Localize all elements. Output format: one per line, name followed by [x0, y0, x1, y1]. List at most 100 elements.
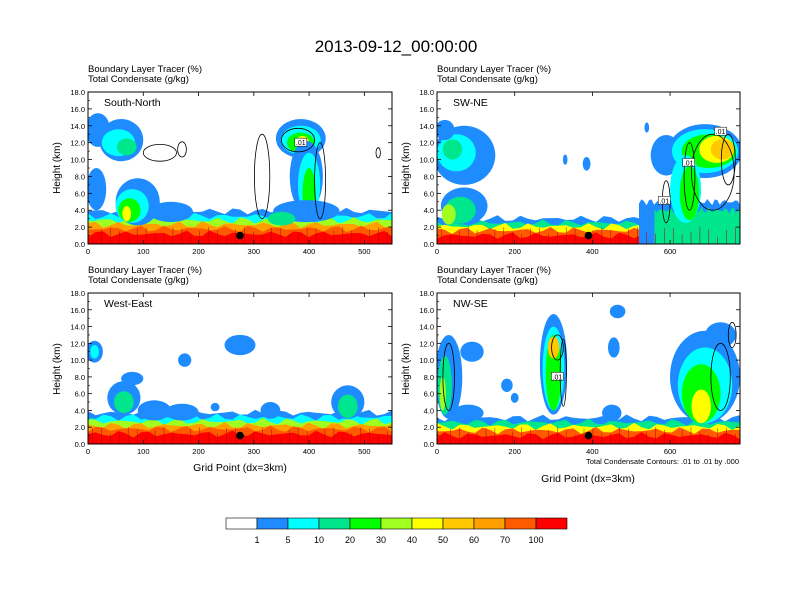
contour-label: .01 [294, 137, 308, 147]
tracer-cell-level-1 [705, 322, 737, 348]
contour-label-text: .01 [684, 160, 694, 167]
xtick-label: 600 [664, 447, 677, 456]
contour-label: .01 [658, 196, 671, 205]
ytick-label: 0.0 [75, 440, 85, 449]
ytick-label: 8.0 [424, 172, 434, 181]
ytick-label: 0.0 [424, 240, 434, 249]
tracer-cell-level-1 [121, 371, 144, 386]
colorbar-label: 40 [407, 535, 417, 545]
ytick-label: 10.0 [70, 156, 85, 165]
panel-1-heading-condensate: Total Condensate (g/kg) [88, 74, 189, 85]
panel-west-east: Boundary Layer Tracer (%) Total Condensa… [52, 265, 393, 474]
ytick-label: 18.0 [70, 289, 85, 298]
ytick-label: 10.0 [419, 356, 434, 365]
tracer-cell-level-7 [710, 139, 735, 160]
colorbar: 1 5 10 20 30 40 50 60 70 100 [225, 517, 568, 545]
ytick-label: 18.0 [419, 289, 434, 298]
xtick-label: 0 [86, 247, 90, 256]
ytick-label: 16.0 [70, 306, 85, 315]
ytick-label: 14.0 [419, 122, 434, 131]
condensate-contour [442, 342, 455, 411]
colorbar-swatch [473, 517, 506, 530]
tracer-cell-level-3 [442, 139, 463, 160]
tracer-cell-level-1 [148, 201, 193, 222]
condensate-contour [710, 342, 731, 411]
condensate-contour [551, 334, 564, 361]
tracer-cell-level-1 [460, 341, 484, 362]
colorbar-swatch [504, 517, 537, 530]
panel-3-xlabel: Grid Point (dx=3km) [193, 462, 287, 474]
tracer-cell-level-1 [452, 404, 484, 422]
ytick-label: 2.0 [75, 223, 85, 232]
panel-3-heading-condensate: Total Condensate (g/kg) [88, 275, 189, 286]
ytick-label: 2.0 [75, 423, 85, 432]
ytick-label: 14.0 [70, 323, 85, 332]
ytick-label: 10.0 [70, 356, 85, 365]
panel-4-label: NW-SE [453, 298, 488, 310]
ytick-label: 14.0 [70, 122, 85, 131]
tracer-cell-level-1 [608, 337, 620, 358]
colorbar-swatch [256, 517, 289, 530]
panel-1-heading-tracer: Boundary Layer Tracer (%) [88, 64, 202, 75]
condensate-contour [177, 141, 187, 158]
panel-3-plot: West-East 0.0 2.0 4.0 6.0 8.0 10.0 12.0 14.0 16.0… [70, 289, 393, 456]
ytick-label: 6.0 [424, 189, 434, 198]
contour-label-box [551, 372, 564, 381]
tracer-cell-level-1 [644, 122, 650, 133]
contour-label-box [682, 158, 695, 167]
tracer-cell-level-6 [691, 389, 711, 424]
colorbar-swatch [380, 517, 413, 530]
panel-1-ylabel: Height (km) [52, 142, 63, 194]
xtick-label: 300 [248, 447, 261, 456]
ytick-label: 16.0 [70, 105, 85, 114]
contour-label-text: .01 [296, 140, 306, 147]
location-marker [584, 231, 593, 240]
panel-2-ylabel: Height (km) [401, 142, 412, 194]
tracer-cell-level-1 [562, 154, 568, 165]
tracer-cell-level-3 [267, 211, 296, 226]
contour-label-box [714, 126, 727, 136]
contour-label-box [294, 137, 308, 147]
panel-2-plot: .01 .01 .01 SW-NE 0.0 2.0 4.0 6.0 8.0 10.0 12.0 14.… [419, 88, 741, 256]
panel-4-plot: .01 NW-SE 0.0 2.0 4.0 6.0 8.0 10.0 12.0 14.0 16.0 1… [419, 289, 741, 456]
xtick-label: 600 [664, 247, 677, 256]
panel-2-label: SW-NE [453, 97, 488, 109]
ytick-label: 0.0 [75, 240, 85, 249]
colorbar-label: 10 [314, 535, 324, 545]
ytick-label: 8.0 [75, 373, 85, 382]
colorbar-swatch [318, 517, 351, 530]
ytick-label: 18.0 [419, 88, 434, 97]
condensate-contour [683, 142, 696, 211]
ytick-label: 2.0 [424, 223, 434, 232]
ytick-label: 14.0 [419, 323, 434, 332]
tracer-cell-level-1 [88, 168, 107, 211]
ytick-label: 8.0 [75, 172, 85, 181]
contour-label-box [658, 196, 671, 205]
panel-1-field: .01 [88, 92, 392, 244]
ytick-label: 6.0 [424, 390, 434, 399]
panel-4-field: .01 [437, 293, 740, 444]
xtick-label: 200 [508, 247, 521, 256]
xtick-label: 400 [586, 447, 599, 456]
condensate-contour [314, 142, 327, 220]
tracer-cell-level-3 [337, 394, 358, 418]
condensate-contour [720, 133, 736, 186]
tracer-cell-level-1 [510, 392, 519, 403]
ytick-label: 0.0 [424, 440, 434, 449]
contour-label: .01 [714, 126, 727, 136]
panel-4-heading-condensate: Total Condensate (g/kg) [437, 275, 538, 286]
tracer-cell-level-5 [439, 376, 446, 411]
tracer-cell-level-1 [224, 334, 256, 356]
tracer-cell-level-1 [178, 353, 192, 367]
panel-3-field [88, 293, 392, 444]
contour-label: .01 [551, 372, 564, 381]
panel-south-north: Boundary Layer Tracer (%) Total Condensa… [52, 64, 393, 256]
colorbar-swatch [225, 517, 258, 530]
panel-2-heading-condensate: Total Condensate (g/kg) [437, 74, 538, 85]
tracer-cell-level-1 [609, 304, 626, 319]
panel-nw-se: Boundary Layer Tracer (%) Total Condensa… [401, 265, 741, 485]
colorbar-label: 100 [528, 535, 543, 545]
ytick-label: 12.0 [70, 339, 85, 348]
xtick-label: 500 [358, 247, 371, 256]
